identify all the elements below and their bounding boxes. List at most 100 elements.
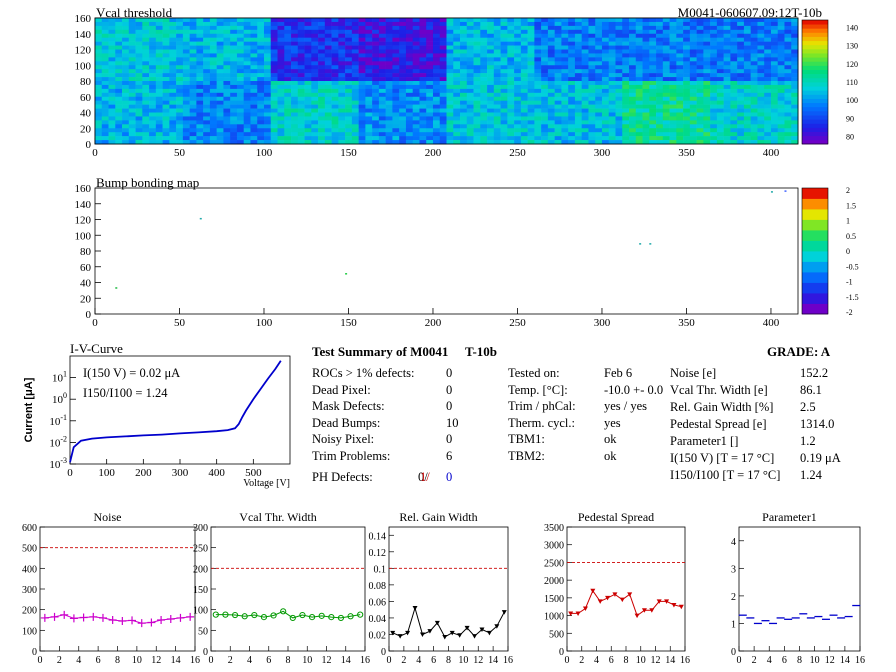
vcal-cell: [514, 33, 522, 38]
plot-parameter1-ytick-label: 3: [731, 564, 736, 575]
vcal-cell: [561, 37, 569, 42]
vcal-cell: [182, 81, 190, 86]
vcal-cell: [615, 21, 623, 27]
vcal-cell: [622, 96, 630, 101]
vcal-cell: [432, 69, 441, 74]
vcal-cell: [311, 18, 319, 23]
vcal-cell: [568, 69, 576, 74]
vcal-cell: [710, 65, 718, 70]
vcal-cell: [737, 88, 745, 94]
vcal-cell: [128, 69, 136, 74]
vcal-cell: [385, 25, 393, 31]
vcal-cell: [480, 41, 488, 46]
vcal-cell: [115, 128, 123, 133]
vcal-cell: [635, 41, 643, 46]
vcal-cell: [757, 53, 765, 58]
vcal-cell: [534, 25, 542, 31]
vcal-cell: [155, 18, 163, 23]
vcal-cell: [142, 116, 150, 121]
vcal-cell: [534, 49, 542, 54]
vcal-cell: [297, 61, 305, 66]
vcal-cell: [230, 128, 238, 133]
vcal-cell: [466, 81, 474, 86]
vcal-cell: [351, 37, 359, 42]
vcal-cell: [466, 140, 474, 145]
vcal-cell: [757, 21, 765, 27]
plot-pedestal-spread-ytick-label: 500: [549, 629, 564, 640]
vcal-cell: [189, 57, 197, 62]
vcal-cell: [311, 45, 319, 50]
vcal-cell: [128, 49, 136, 54]
vcal-cell: [723, 100, 731, 105]
vcal-cell: [405, 25, 413, 31]
vcal-cell: [574, 84, 582, 90]
vcal-cell: [250, 88, 258, 94]
vcal-cell: [473, 18, 481, 23]
vcal-cell: [615, 57, 623, 62]
vcal-cell: [216, 124, 224, 129]
vcal-cell: [277, 132, 285, 137]
vcal-cell: [689, 100, 697, 105]
vcal-cell: [622, 65, 630, 70]
vcal-cell: [162, 112, 170, 117]
vcal-cell: [649, 81, 657, 86]
vcal-cell: [419, 96, 427, 101]
vcal-cell: [460, 25, 468, 31]
vcal-cell: [487, 33, 495, 38]
vcal-cell: [446, 77, 454, 82]
vcal-cell: [764, 45, 772, 50]
vcal-cell: [372, 104, 380, 109]
vcal-cell: [676, 116, 684, 121]
vcal-cell: [182, 112, 190, 117]
vcal-cell: [669, 33, 677, 38]
vcal-cell: [351, 57, 359, 62]
vcal-cell: [101, 128, 109, 133]
vcal-cell: [710, 92, 718, 98]
vcal-cell: [574, 77, 582, 82]
plot-vcal-thr-width-frame: [210, 526, 366, 652]
vcal-cell: [432, 104, 441, 109]
vcal-cell: [142, 49, 150, 54]
vcal-cell: [777, 92, 785, 98]
vcal-cell: [412, 18, 420, 23]
vcal-cell: [777, 21, 785, 27]
vcal-cell: [723, 104, 731, 109]
vcal-cell: [115, 69, 123, 74]
plot-parameter1-xtick-label: 16: [855, 655, 865, 666]
vcal-cell: [101, 96, 109, 101]
plot-vcal-thr-width-line: [215, 610, 361, 619]
plot-rel-gain-width-xtick-label: 4: [416, 655, 421, 666]
vcal-cell: [216, 96, 224, 101]
vcal-cell: [784, 49, 792, 54]
vcal-cell: [473, 136, 481, 141]
bump-ytick-label: 100: [75, 230, 92, 242]
vcal-cell: [635, 96, 643, 101]
vcal-cell: [642, 136, 650, 141]
vcal-cell: [284, 140, 292, 145]
vcal-cell: [547, 88, 555, 94]
vcal-cell: [534, 96, 542, 101]
vcal-cell: [155, 73, 163, 78]
vcal-cell: [176, 45, 184, 50]
vcal-cell: [419, 136, 427, 141]
vcal-cell: [115, 73, 123, 78]
vcal-cell: [399, 77, 407, 82]
vcal-cell: [574, 116, 582, 121]
plot-noise-frame: [39, 526, 196, 652]
vcal-cell: [182, 61, 190, 66]
vcal-cell: [108, 132, 116, 137]
vcal-cell: [588, 116, 596, 121]
vcal-cell: [351, 18, 359, 23]
vcal-cell: [115, 96, 123, 101]
vcal-cell: [426, 69, 434, 74]
summary-right-row-value: 1.2: [800, 434, 816, 448]
vcal-cell: [520, 25, 528, 31]
vcal-cell: [297, 45, 305, 50]
vcal-cell: [345, 33, 353, 38]
vcal-cell: [595, 45, 603, 50]
vcal-cell: [615, 77, 623, 82]
vcal-cell: [791, 29, 799, 35]
vcal-cell: [581, 96, 589, 101]
vcal-cell: [622, 18, 630, 23]
vcal-cell: [730, 69, 738, 74]
